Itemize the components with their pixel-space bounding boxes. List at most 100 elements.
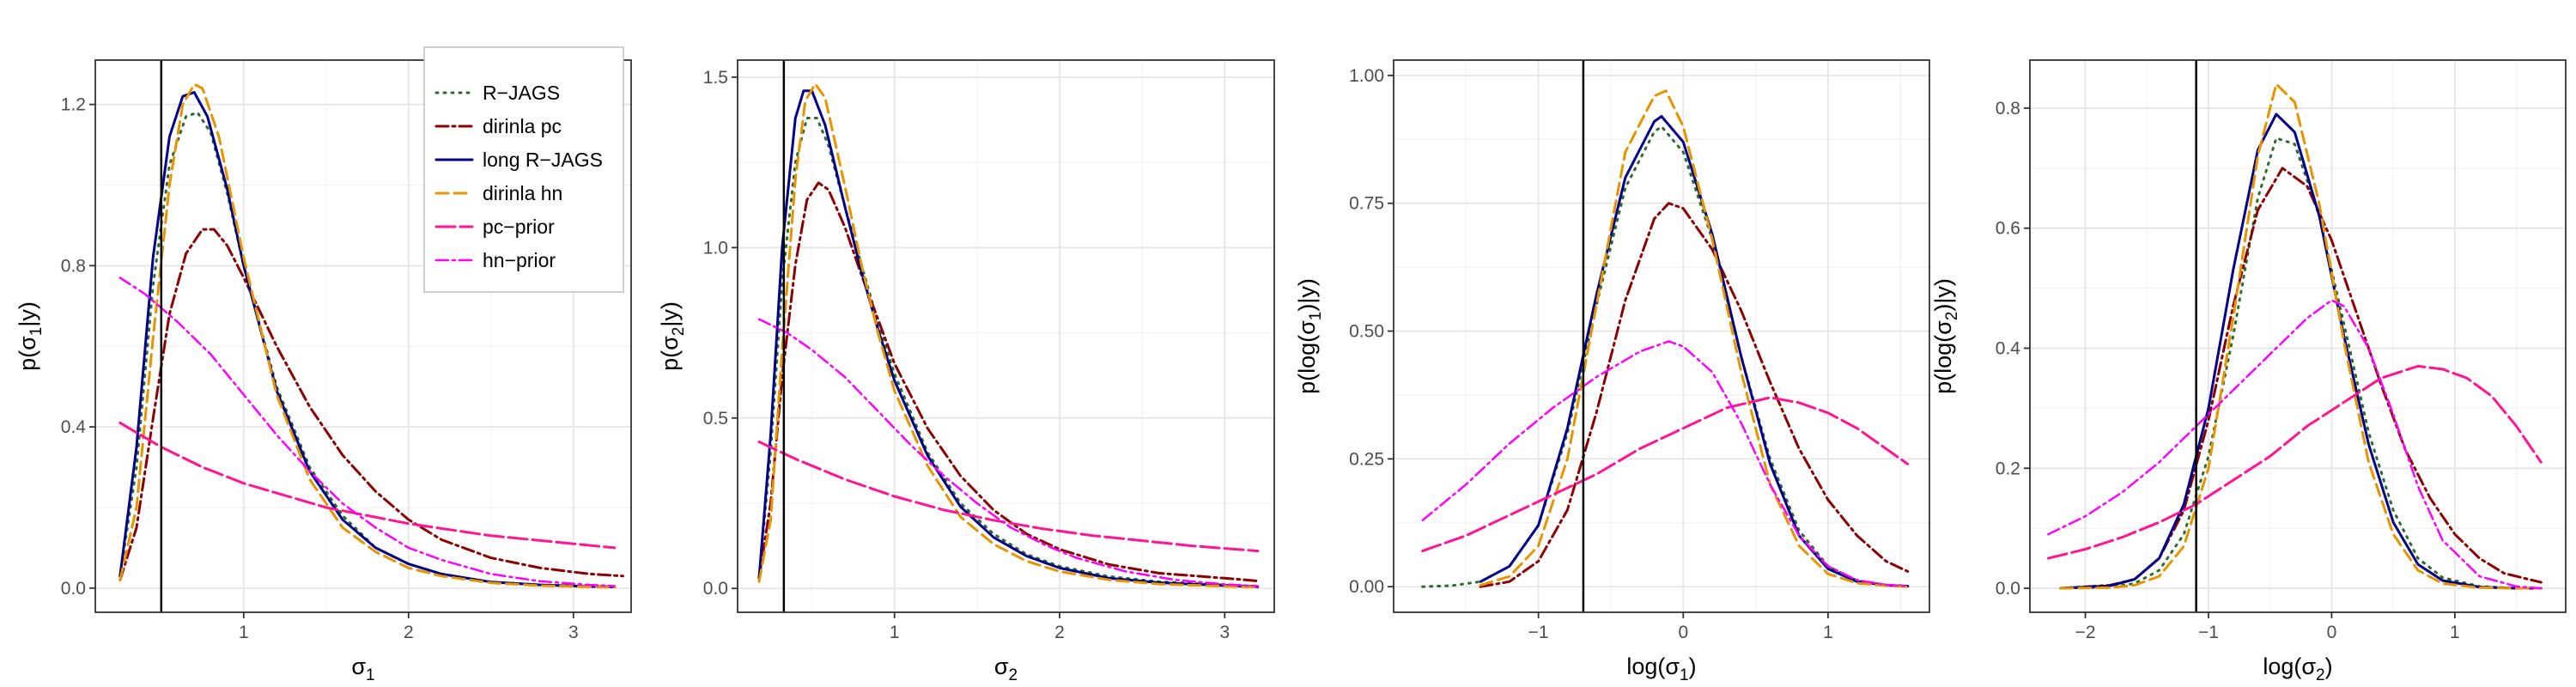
y-axis-title: p(σ2|y) — [657, 301, 688, 371]
grid-major — [2030, 60, 2566, 612]
series-line-pc-prior — [118, 421, 617, 550]
legend-label: hn−prior — [483, 249, 556, 271]
series-line-dirinla-hn — [757, 82, 1260, 589]
series-line-long-r-jags — [1479, 115, 1910, 588]
panel-2: 1 2 3 0.0 0.5 1.0 1.5 σ2 p(σ2|y) — [657, 59, 1275, 684]
x-axis-title: σ1 — [351, 654, 374, 684]
ticks: −1 0 1 0.00 0.25 0.50 0.75 1.00 — [1349, 66, 1833, 642]
x-tick-label: 0 — [1678, 623, 1688, 642]
y-tick-label: 0.0 — [1996, 579, 2020, 599]
x-axis-title: log(σ1) — [1626, 654, 1696, 684]
legend-label: R−JAGS — [483, 82, 560, 104]
x-tick-label: 1 — [1823, 623, 1833, 642]
legend-entry: dirinla pc — [434, 115, 562, 137]
series-group — [118, 82, 624, 589]
series-group — [2047, 82, 2543, 590]
y-tick-label: 0.8 — [61, 256, 86, 276]
series-line-hn-prior — [1421, 340, 1909, 587]
y-tick-label: 0.2 — [1996, 459, 2020, 478]
panel-border — [737, 59, 1275, 613]
y-tick-label: 0.00 — [1349, 577, 1384, 597]
x-tick-label: 2 — [1054, 623, 1065, 642]
y-axis-title: p(log(σ2)|y) — [1930, 278, 1961, 394]
series-line-dirinla-hn — [118, 82, 617, 589]
legend-entry: pc−prior — [434, 216, 555, 238]
series-line-pc-prior — [1421, 396, 1910, 553]
series-line-r-jags — [757, 117, 1260, 588]
legend-box — [423, 46, 624, 293]
legend-label: pc−prior — [483, 216, 555, 238]
series-line-r-jags — [2059, 137, 2543, 590]
series-line-r-jags — [1421, 125, 1910, 588]
x-tick-label: −1 — [2198, 623, 2219, 642]
series-line-pc-prior — [757, 441, 1260, 553]
y-tick-label: 1.2 — [61, 95, 86, 115]
x-tick-label: 3 — [1219, 623, 1230, 642]
y-tick-label: 1.5 — [703, 68, 728, 88]
x-tick-label: 1 — [239, 623, 249, 642]
y-tick-label: 0.50 — [1349, 322, 1384, 342]
series-line-dirinla-pc — [1479, 202, 1910, 588]
legend-entry: hn−prior — [434, 249, 556, 271]
y-tick-label: 0.0 — [61, 579, 86, 599]
series-line-dirinla-hn — [2059, 82, 2543, 590]
panel-border — [1393, 59, 1930, 613]
panel-1: 1 2 3 0.0 0.4 0.8 1.2 σ1 p(σ1|y) — [15, 59, 632, 684]
x-tick-label: −2 — [2075, 623, 2096, 642]
series-line-hn-prior — [2047, 299, 2543, 590]
series-group — [1421, 89, 1910, 588]
x-tick-label: 0 — [2327, 623, 2337, 642]
ticks: 1 2 3 0.0 0.5 1.0 1.5 — [703, 68, 1230, 642]
y-tick-label: 0.75 — [1349, 194, 1384, 214]
y-axis-title: p(σ1|y) — [15, 301, 46, 371]
legend-entry: dirinla hn — [434, 182, 562, 204]
x-tick-label: 2 — [404, 623, 414, 642]
legend: R−JAGS dirinla pc long R−JAGS dirinla hn pc−… — [423, 46, 624, 293]
series-line-long-r-jags — [757, 89, 1260, 588]
legend-entry: R−JAGS — [434, 82, 560, 104]
y-tick-label: 1.0 — [703, 238, 728, 258]
y-tick-label: 0.4 — [1996, 338, 2021, 358]
series-group — [757, 82, 1260, 589]
y-tick-label: 0.25 — [1349, 449, 1384, 469]
y-tick-label: 0.4 — [61, 417, 87, 437]
legend-label: long R−JAGS — [483, 149, 603, 171]
grid-major — [1394, 60, 1929, 612]
panel-4: −2 −1 0 1 0.0 0.2 0.4 0.6 0.8 log(σ2) p(log(σ2)|y) — [1930, 59, 2567, 684]
panel-3: −1 0 1 0.00 0.25 0.50 0.75 1.00 log(σ1) p(log(σ1)… — [1294, 59, 1930, 684]
y-tick-label: 0.5 — [703, 409, 728, 429]
panels: 1 2 3 0.0 0.4 0.8 1.2 σ1 p(σ1|y) 1 2 3 0.0 0.5 1.0 1.5 σ… — [15, 59, 2567, 684]
y-tick-label: 1.00 — [1349, 66, 1384, 86]
legend-items: R−JAGS dirinla pc long R−JAGS dirinla hn pc−… — [434, 82, 603, 271]
x-tick-label: 1 — [890, 623, 900, 642]
x-tick-label: −1 — [1528, 623, 1549, 642]
x-tick-label: 1 — [2450, 623, 2460, 642]
x-tick-label: 3 — [568, 623, 579, 642]
series-line-pc-prior — [2047, 364, 2543, 560]
panel-border — [2029, 59, 2567, 613]
y-tick-label: 0.8 — [1996, 99, 2020, 119]
grid-minor — [2030, 60, 2566, 612]
grid-minor — [1394, 60, 1929, 612]
x-axis-title: σ2 — [994, 654, 1018, 684]
x-axis-title: log(σ2) — [2263, 654, 2332, 684]
ticks: 1 2 3 0.0 0.4 0.8 1.2 — [61, 95, 579, 642]
y-tick-label: 0.6 — [1996, 219, 2020, 239]
legend-label: dirinla pc — [483, 115, 562, 137]
panel-border — [94, 59, 632, 613]
grid-major — [738, 60, 1274, 612]
ticks: −2 −1 0 1 0.0 0.2 0.4 0.6 0.8 — [1996, 99, 2460, 642]
series-line-long-r-jags — [2059, 112, 2543, 590]
y-axis-title: p(log(σ1)|y) — [1294, 278, 1325, 394]
series-line-hn-prior — [757, 318, 1260, 587]
series-line-hn-prior — [118, 277, 617, 587]
series-line-dirinla-hn — [1479, 89, 1910, 588]
y-tick-label: 0.0 — [703, 579, 728, 599]
series-line-dirinla-pc — [2059, 167, 2543, 590]
legend-label: dirinla hn — [483, 182, 562, 204]
grid-minor — [738, 60, 1274, 612]
series-line-dirinla-pc — [118, 228, 624, 581]
series-line-dirinla-pc — [757, 181, 1260, 582]
legend-entry: long R−JAGS — [434, 149, 603, 171]
